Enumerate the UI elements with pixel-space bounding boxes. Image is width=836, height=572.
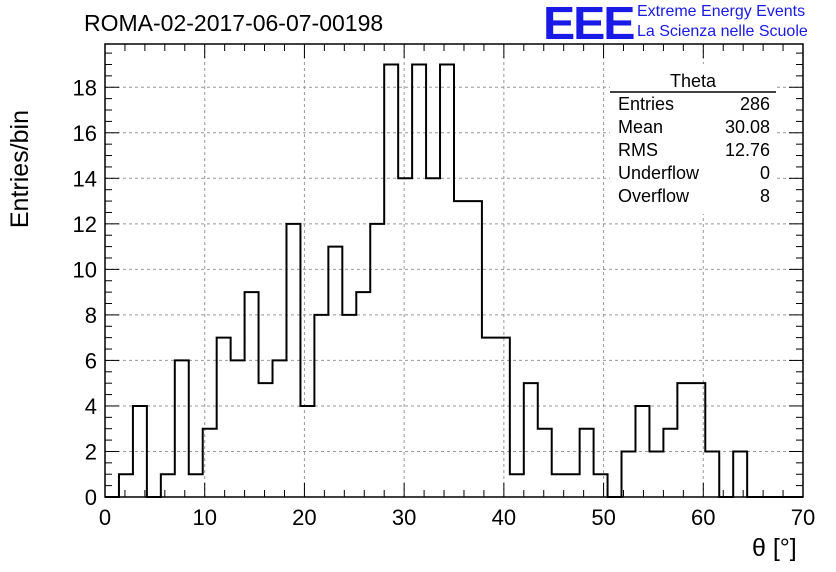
stats-box: Theta Entries 286 Mean 30.08 RMS 12.76 Underflo… (610, 64, 776, 214)
histogram-bin (245, 292, 259, 497)
x-tick-label: 70 (791, 505, 815, 530)
histogram-bin (161, 474, 175, 497)
histogram-bin (133, 406, 147, 497)
histogram-bin (635, 406, 649, 497)
stats-label: RMS (618, 140, 658, 160)
stats-title: Theta (670, 71, 717, 91)
y-tick-label: 4 (85, 394, 97, 419)
histogram-outline (105, 63, 803, 498)
x-tick-label: 40 (492, 505, 516, 530)
histogram-bin (273, 360, 287, 497)
histogram-bin (454, 201, 468, 497)
histogram-bin (426, 178, 440, 497)
histogram-bin (175, 360, 189, 497)
histogram-bin (663, 429, 677, 497)
histogram-bin (524, 383, 538, 497)
y-tick-label: 16 (73, 121, 97, 146)
stats-label: Entries (618, 94, 674, 114)
stats-value: 286 (740, 94, 770, 114)
histogram-bin (705, 451, 719, 497)
histogram-bin (300, 406, 314, 497)
x-tick-label: 50 (591, 505, 615, 530)
histogram-bin (231, 360, 245, 497)
x-tick-label: 10 (192, 505, 216, 530)
histogram-bin (510, 474, 524, 497)
eee-logo: EEE (543, 0, 635, 49)
stats-value: 30.08 (725, 117, 770, 137)
histogram-bin (217, 338, 231, 497)
histogram-bin (189, 474, 203, 497)
stats-label: Overflow (618, 186, 690, 206)
stats-label: Mean (618, 117, 663, 137)
y-tick-label: 12 (73, 212, 97, 237)
histogram-bin (677, 383, 691, 497)
histogram-bin (440, 64, 454, 497)
histogram-bin (691, 383, 705, 497)
logo-line-1: Extreme Energy Events (637, 3, 806, 20)
logo-line-2: La Scienza nelle Scuole (637, 23, 808, 40)
histogram-bin (328, 247, 342, 497)
histogram-bin (119, 474, 133, 497)
histogram-bin (412, 64, 426, 497)
plot-frame (104, 43, 804, 498)
ticks: 0 10 20 30 40 50 60 70 0 2 4 6 8 10 12 14 16 18 (73, 44, 815, 530)
x-axis-label: θ [°] (752, 534, 797, 562)
y-tick-label: 0 (85, 485, 97, 510)
histogram-bin (384, 64, 398, 497)
histogram-bin (538, 429, 552, 497)
histogram-bin (649, 451, 663, 497)
histogram-bin (286, 224, 300, 497)
histogram-bin (468, 201, 482, 497)
x-tick-label: 30 (392, 505, 416, 530)
y-tick-label: 14 (73, 166, 97, 191)
y-tick-label: 10 (73, 257, 97, 282)
histogram-bin (398, 178, 412, 497)
histogram-bin (259, 383, 273, 497)
y-tick-label: 18 (73, 75, 97, 100)
chart-title: ROMA-02-2017-06-07-00198 (84, 10, 384, 36)
x-tick-label: 0 (99, 505, 111, 530)
x-tick-label: 60 (691, 505, 715, 530)
y-tick-label: 8 (85, 303, 97, 328)
histogram-bin (314, 315, 328, 497)
y-tick-label: 2 (85, 439, 97, 464)
histogram-bin (580, 429, 594, 497)
histogram-bin (342, 315, 356, 497)
stats-label: Underflow (618, 163, 700, 183)
stats-value: 8 (760, 186, 770, 206)
histogram-bin (482, 338, 496, 497)
stats-box-bg (610, 64, 776, 214)
axes (104, 43, 804, 498)
stats-value: 12.76 (725, 140, 770, 160)
y-tick-label: 6 (85, 348, 97, 373)
histogram-series (105, 63, 803, 498)
histogram-bin (370, 224, 384, 497)
histogram-bin (733, 451, 747, 497)
histogram-bin (566, 474, 580, 497)
x-tick-label: 20 (292, 505, 316, 530)
histogram-bin (496, 338, 510, 497)
stats-value: 0 (760, 163, 770, 183)
histogram-bin (356, 292, 370, 497)
histogram-bin (594, 474, 608, 497)
